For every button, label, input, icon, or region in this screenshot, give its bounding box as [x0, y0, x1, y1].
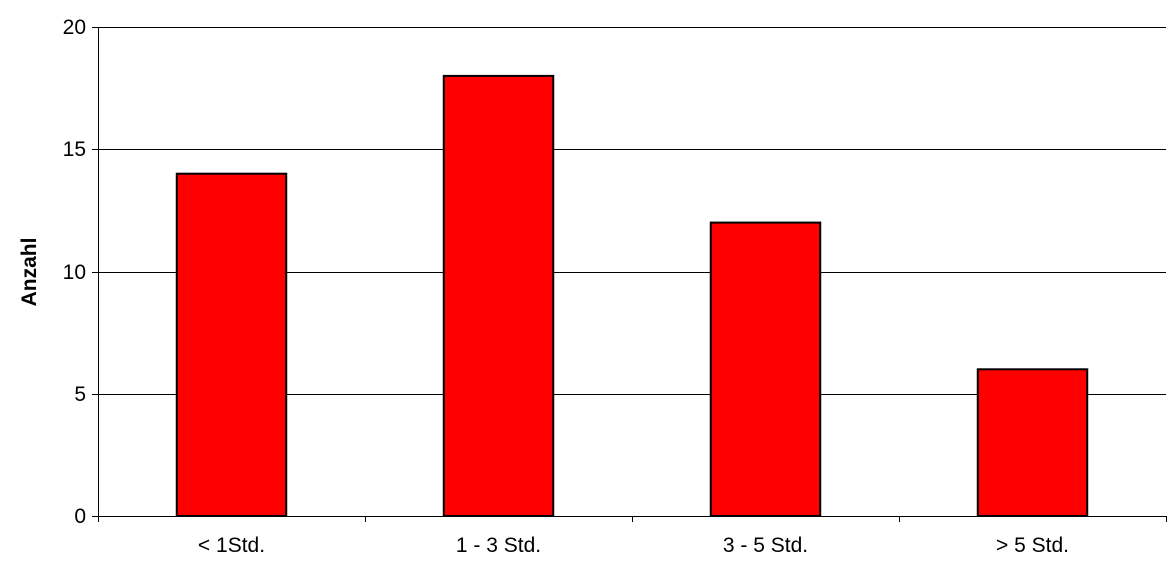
y-tick-label: 15	[63, 138, 86, 161]
bar	[175, 172, 288, 517]
x-tick-label: 3 - 5 Std.	[723, 534, 808, 557]
y-tick-label: 10	[63, 261, 86, 284]
y-tick-label: 0	[74, 505, 86, 528]
bar	[709, 221, 822, 517]
y-tick-label: 20	[63, 16, 86, 39]
bar	[442, 74, 555, 518]
bar	[976, 368, 1089, 517]
y-tick-labels: 0 5 10 15 20	[63, 16, 86, 528]
x-tick-label: > 5 Std.	[996, 534, 1069, 557]
y-tick-label: 5	[74, 383, 86, 406]
bars	[175, 74, 1089, 518]
x-tick-label: 1 - 3 Std.	[456, 534, 541, 557]
x-tick-label: < 1Std.	[198, 534, 265, 557]
x-tick-labels: < 1Std. 1 - 3 Std. 3 - 5 Std. > 5 Std.	[198, 534, 1069, 557]
y-axis-label: Anzahl	[18, 238, 41, 307]
axes	[92, 27, 1167, 522]
